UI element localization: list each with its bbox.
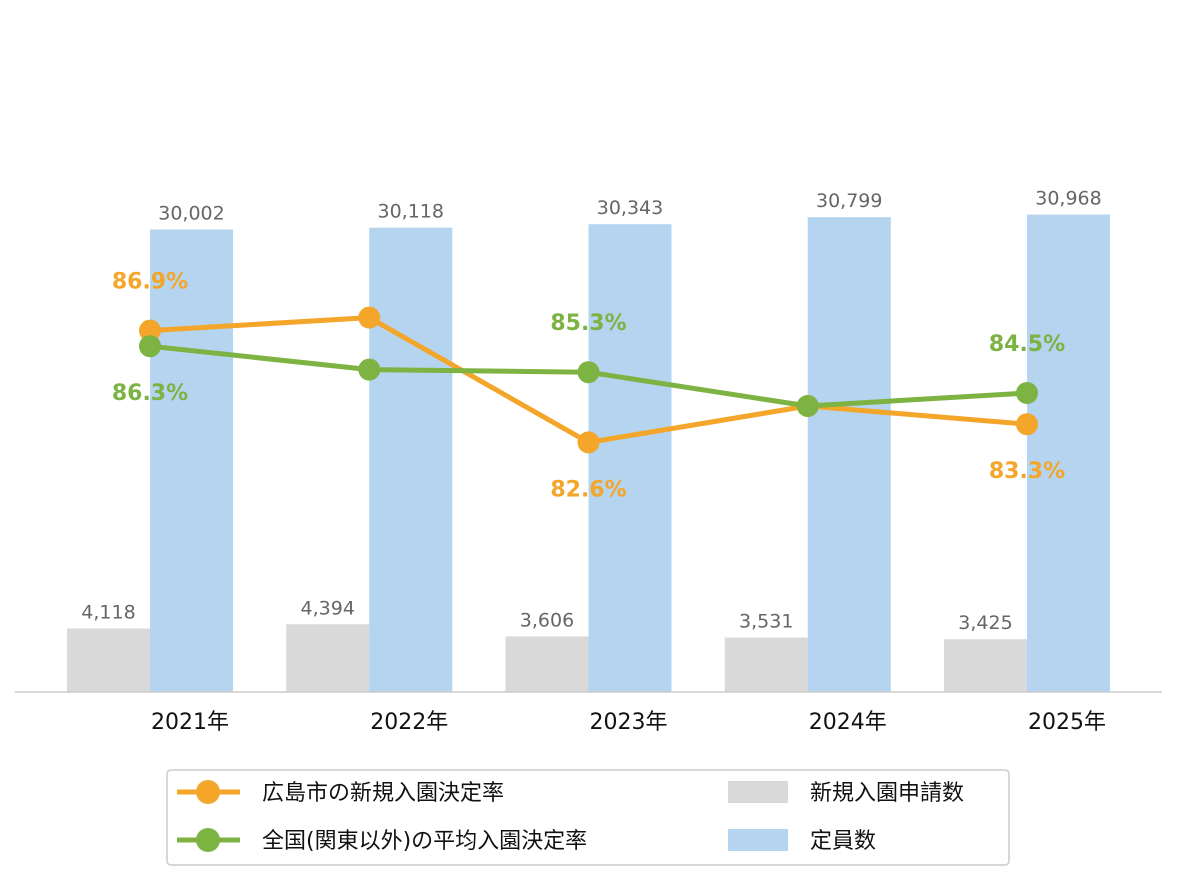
legend-bar-swatch (728, 781, 788, 803)
bar-label-capacity-1: 30,002 (158, 202, 224, 224)
pct-label-national-rate-1: 86.3% (112, 381, 188, 406)
x-tick-label-5: 2025年 (1028, 710, 1106, 735)
bar-applications-1 (67, 628, 150, 692)
bar-applications-5 (944, 639, 1027, 692)
x-tick-label-1: 2021年 (151, 710, 229, 735)
legend-label: 全国(関東以外)の平均入園決定率 (262, 829, 587, 854)
bar-label-capacity-2: 30,118 (378, 201, 444, 223)
point-hiroshima-rate-5 (1016, 413, 1038, 436)
bar-applications-4 (724, 637, 808, 692)
point-national-rate-1 (139, 335, 161, 358)
legend-item-capacity: 定員数 (728, 829, 876, 854)
pct-label-national-rate-5: 84.5% (989, 332, 1065, 357)
x-tick-layer: 2021年 2022年 2023年 2024年 2025年 (151, 710, 1106, 735)
legend-bar-swatch (728, 829, 788, 851)
legend-item-national-rate: 全国(関東以外)の平均入園決定率 (177, 828, 587, 854)
point-hiroshima-rate-1 (139, 319, 161, 342)
legend-label: 新規入園申請数 (810, 781, 964, 806)
x-tick-label-4: 2024年 (809, 710, 887, 735)
bar-capacity-2 (369, 227, 453, 692)
bar-label-applications-5: 3,425 (958, 612, 1012, 634)
bar-label-capacity-5: 30,968 (1035, 188, 1101, 210)
data-label-layer: 4,118 4,394 3,606 3,531 3,425 30,002 30,118 30,… (81, 188, 1101, 635)
legend-item-applications: 新規入園申請数 (728, 781, 964, 806)
bar-capacity-5 (1027, 214, 1110, 692)
x-tick-label-2: 2022年 (370, 710, 448, 735)
bar-label-applications-4: 3,531 (739, 611, 793, 633)
legend-label: 広島市の新規入園決定率 (262, 781, 504, 806)
point-national-rate-4 (796, 395, 819, 417)
line-layer (139, 306, 1038, 454)
bar-applications-3 (505, 636, 589, 692)
legend-marker-swatch (196, 828, 220, 852)
bar-applications-2 (286, 624, 370, 692)
point-national-rate-3 (577, 361, 600, 384)
bar-capacity-3 (588, 224, 672, 692)
legend-marker-swatch (196, 780, 220, 804)
bar-label-applications-2: 4,394 (301, 597, 355, 619)
bar-label-applications-3: 3,606 (520, 609, 574, 631)
pct-label-hiroshima-rate-1: 86.9% (112, 270, 188, 295)
bar-capacity-4 (807, 217, 891, 693)
bar-label-capacity-3: 30,343 (597, 197, 663, 219)
point-hiroshima-rate-3 (577, 431, 600, 454)
pct-label-hiroshima-rate-5: 83.3% (989, 459, 1065, 484)
legend-frame (166, 769, 1010, 866)
bar-label-capacity-4: 30,799 (816, 190, 882, 212)
point-national-rate-5 (1016, 382, 1038, 404)
bar-capacity-1 (150, 229, 233, 692)
x-tick-label-3: 2023年 (590, 710, 668, 735)
point-hiroshima-rate-2 (358, 306, 381, 329)
legend: 広島市の新規入園決定率 新規入園申請数 全国(関東以外)の平均入園決定率 定員数 (166, 769, 1010, 866)
pct-label-hiroshima-rate-3: 82.6% (550, 477, 626, 502)
point-national-rate-2 (358, 358, 381, 381)
bar-layer (67, 214, 1110, 693)
legend-item-hiroshima-rate: 広島市の新規入園決定率 (177, 780, 504, 806)
legend-label: 定員数 (810, 829, 876, 854)
bar-label-applications-1: 4,118 (81, 602, 135, 624)
pct-label-national-rate-3: 85.3% (550, 311, 626, 336)
